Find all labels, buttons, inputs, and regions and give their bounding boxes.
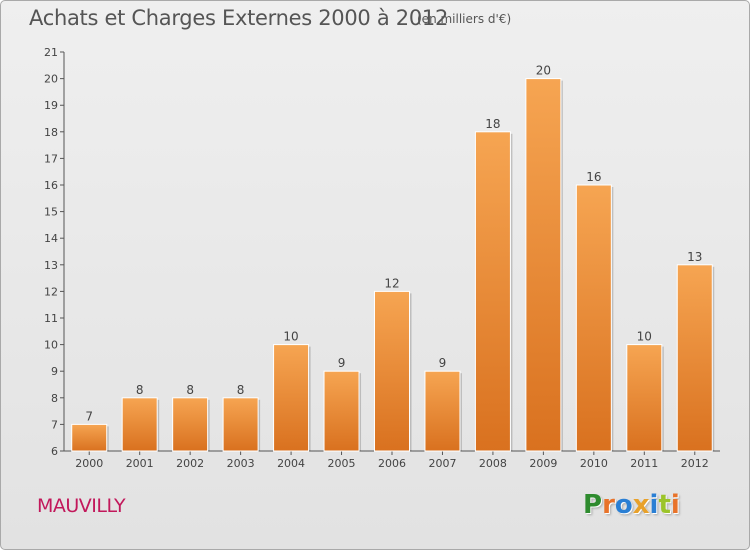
bar-value-label: 8 xyxy=(186,383,194,397)
bar-value-label: 20 xyxy=(536,64,551,78)
logo-letter: o xyxy=(614,490,633,520)
x-tick-label: 2011 xyxy=(630,457,658,470)
bar-value-label: 13 xyxy=(687,250,702,264)
x-tick-label: 2005 xyxy=(328,457,356,470)
bar-2011 xyxy=(626,344,663,452)
bar-value-label: 16 xyxy=(586,170,601,184)
logo-letter: P xyxy=(583,490,603,520)
bar-value-label: 12 xyxy=(384,276,399,290)
bar-2006 xyxy=(374,290,410,452)
x-tick-label: 2004 xyxy=(277,457,305,470)
x-tick-label: 2002 xyxy=(176,457,204,470)
chart-title: Achats et Charges Externes 2000 à 2012 xyxy=(29,6,449,30)
y-tick-label: 16 xyxy=(44,179,58,192)
bar-value-label: 10 xyxy=(283,330,298,344)
bar-value-label: 9 xyxy=(439,356,447,370)
bar-value-label: 9 xyxy=(338,356,346,370)
y-tick-label: 13 xyxy=(44,259,58,272)
proxiti-logo: Proxiti xyxy=(583,490,680,520)
logo-letter: r xyxy=(602,490,615,520)
y-tick-label: 19 xyxy=(44,99,58,112)
bars xyxy=(71,78,715,452)
x-tick-label: 2009 xyxy=(529,457,557,470)
logo-letter: i xyxy=(649,490,659,520)
bar-value-label: 8 xyxy=(237,383,245,397)
logo-letter: x xyxy=(632,490,650,520)
y-tick-label: 6 xyxy=(51,445,58,458)
y-tick-label: 11 xyxy=(44,312,58,325)
y-tick-label: 17 xyxy=(44,152,58,165)
logo-letter: i xyxy=(670,490,680,520)
y-tick-label: 20 xyxy=(44,73,58,86)
y-tick-label: 14 xyxy=(44,232,58,245)
x-tick-label: 2012 xyxy=(681,457,709,470)
bar-value-label: 18 xyxy=(485,117,500,131)
x-tick-label: 2003 xyxy=(227,457,255,470)
y-tick-label: 9 xyxy=(51,365,58,378)
bar-2005 xyxy=(323,370,360,452)
bar-value-label: 7 xyxy=(85,409,93,423)
bar-2008 xyxy=(474,131,511,452)
y-tick-label: 21 xyxy=(44,46,58,59)
bar-2002 xyxy=(172,397,209,452)
x-tick-label: 2000 xyxy=(75,457,103,470)
bar-2000 xyxy=(71,423,108,452)
bar-value-label: 10 xyxy=(637,330,652,344)
logo-letter: t xyxy=(658,490,671,520)
y-tick-label: 12 xyxy=(44,285,58,298)
y-tick-label: 7 xyxy=(51,418,58,431)
bar-2007 xyxy=(424,370,461,452)
bar-2009 xyxy=(525,78,562,452)
bar-2010 xyxy=(575,184,612,452)
y-tick-label: 10 xyxy=(44,339,58,352)
x-tick-label: 2001 xyxy=(126,457,154,470)
y-tick-label: 18 xyxy=(44,126,58,139)
x-tick-label: 2010 xyxy=(580,457,608,470)
x-tick-label: 2006 xyxy=(378,457,406,470)
bar-2012 xyxy=(676,264,713,452)
bar-value-label: 8 xyxy=(136,383,144,397)
commune-name: MAUVILLY xyxy=(37,495,126,517)
bar-2001 xyxy=(121,397,158,452)
data-labels: 7 2000 8 2001 8 2002 8 2003 10 2004 9 2005 12 2006 9 20… xyxy=(75,64,709,470)
x-tick-label: 2008 xyxy=(479,457,507,470)
x-tick-label: 2007 xyxy=(428,457,456,470)
y-tick-label: 15 xyxy=(44,206,58,219)
y-tick-label: 8 xyxy=(51,392,58,405)
axes: 6 7 8 9 10 11 12 13 14 15 16 17 18 19 20 21 xyxy=(44,46,720,458)
chart-subtitle: (en milliers d'€) xyxy=(417,12,512,26)
bar-2003 xyxy=(222,397,259,452)
bar-2004 xyxy=(273,344,310,452)
